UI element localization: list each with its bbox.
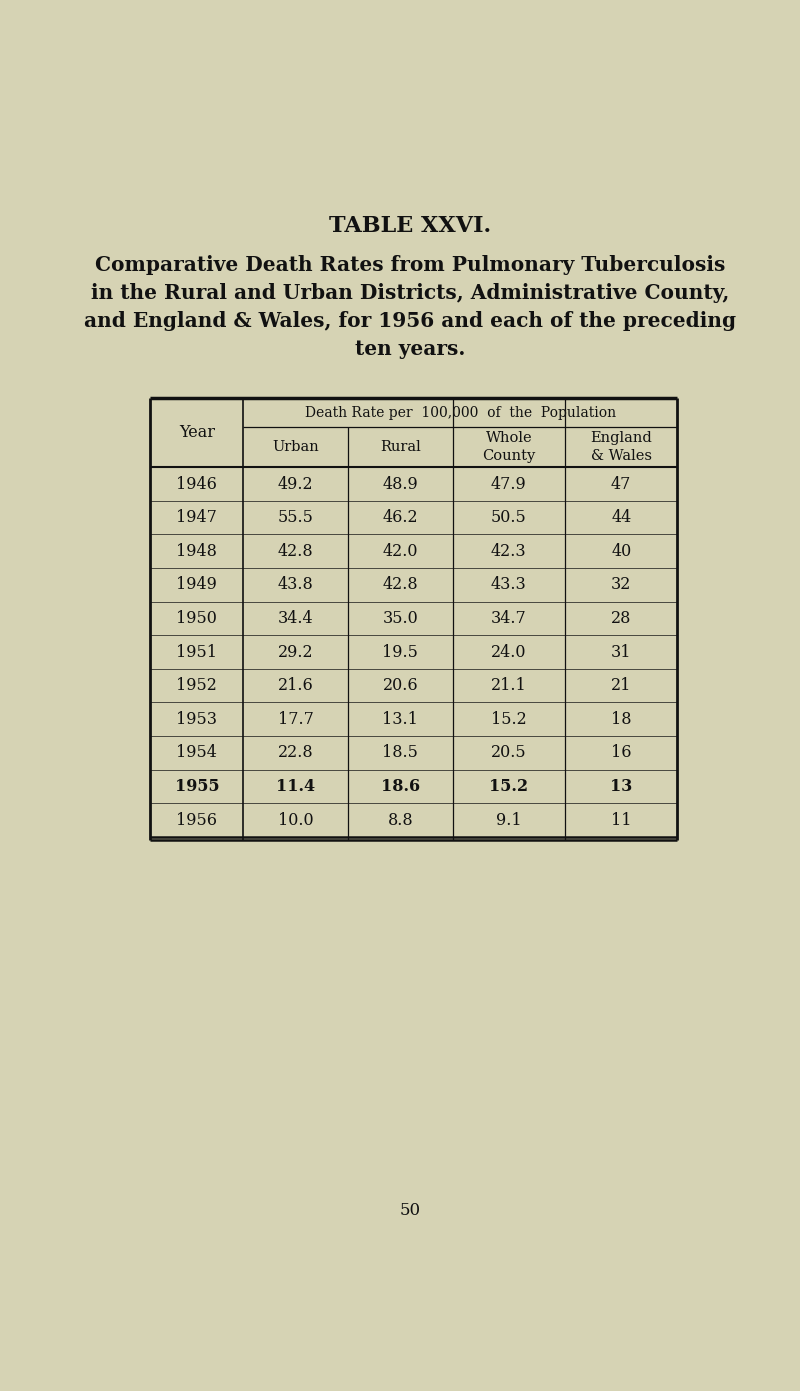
Text: 44: 44 — [611, 509, 631, 526]
Text: 1948: 1948 — [177, 542, 218, 559]
Text: 15.2: 15.2 — [491, 711, 526, 727]
Text: 13.1: 13.1 — [382, 711, 418, 727]
Text: 10.0: 10.0 — [278, 811, 314, 829]
Text: 1954: 1954 — [177, 744, 218, 761]
Text: TABLE XXVI.: TABLE XXVI. — [329, 214, 491, 236]
Text: 1951: 1951 — [176, 644, 218, 661]
Text: 1953: 1953 — [176, 711, 218, 727]
Text: Death Rate per  100,000  of  the  Population: Death Rate per 100,000 of the Population — [305, 406, 616, 420]
Text: in the Rural and Urban Districts, Administrative County,: in the Rural and Urban Districts, Admini… — [91, 284, 729, 303]
Text: 28: 28 — [611, 609, 631, 627]
Text: 9.1: 9.1 — [496, 811, 522, 829]
Text: 21.1: 21.1 — [491, 677, 526, 694]
Text: 11.4: 11.4 — [276, 778, 315, 794]
Text: 20.6: 20.6 — [382, 677, 418, 694]
Text: Whole
County: Whole County — [482, 431, 535, 463]
Text: Comparative Death Rates from Pulmonary Tuberculosis: Comparative Death Rates from Pulmonary T… — [95, 256, 725, 275]
Text: 18.5: 18.5 — [382, 744, 418, 761]
Text: 1949: 1949 — [177, 576, 218, 594]
Text: 42.3: 42.3 — [491, 542, 526, 559]
Text: 20.5: 20.5 — [491, 744, 526, 761]
Text: 21: 21 — [611, 677, 631, 694]
Text: 34.7: 34.7 — [491, 609, 526, 627]
Text: and England & Wales, for 1956 and each of the preceding: and England & Wales, for 1956 and each o… — [84, 312, 736, 331]
Text: 8.8: 8.8 — [387, 811, 413, 829]
Text: 19.5: 19.5 — [382, 644, 418, 661]
Text: 55.5: 55.5 — [278, 509, 314, 526]
Text: 1950: 1950 — [177, 609, 218, 627]
Text: 15.2: 15.2 — [490, 778, 528, 794]
Text: 43.3: 43.3 — [491, 576, 526, 594]
Text: 48.9: 48.9 — [382, 476, 418, 492]
Text: 32: 32 — [611, 576, 631, 594]
Text: 40: 40 — [611, 542, 631, 559]
Text: 1946: 1946 — [177, 476, 218, 492]
Text: 1947: 1947 — [177, 509, 218, 526]
Text: ten years.: ten years. — [355, 338, 465, 359]
Text: 31: 31 — [611, 644, 631, 661]
Text: 29.2: 29.2 — [278, 644, 314, 661]
Text: 34.4: 34.4 — [278, 609, 314, 627]
Text: 1955: 1955 — [174, 778, 219, 794]
Text: 47.9: 47.9 — [491, 476, 526, 492]
Text: Urban: Urban — [272, 440, 319, 455]
Text: 21.6: 21.6 — [278, 677, 314, 694]
Text: Year: Year — [179, 424, 215, 441]
Text: 46.2: 46.2 — [382, 509, 418, 526]
Text: 17.7: 17.7 — [278, 711, 314, 727]
Text: 16: 16 — [611, 744, 631, 761]
Text: 47: 47 — [611, 476, 631, 492]
Text: 43.8: 43.8 — [278, 576, 314, 594]
Text: 42.8: 42.8 — [382, 576, 418, 594]
Text: 35.0: 35.0 — [382, 609, 418, 627]
Text: 11: 11 — [611, 811, 631, 829]
Text: 50: 50 — [399, 1202, 421, 1219]
Text: 1956: 1956 — [176, 811, 218, 829]
Text: 22.8: 22.8 — [278, 744, 314, 761]
Text: 13: 13 — [610, 778, 632, 794]
Text: Rural: Rural — [380, 440, 421, 455]
Text: England
& Wales: England & Wales — [590, 431, 652, 463]
Text: 42.0: 42.0 — [382, 542, 418, 559]
Text: 50.5: 50.5 — [491, 509, 526, 526]
Text: 18.6: 18.6 — [381, 778, 420, 794]
Text: 24.0: 24.0 — [491, 644, 526, 661]
Text: 18: 18 — [611, 711, 631, 727]
Text: 49.2: 49.2 — [278, 476, 314, 492]
Text: 42.8: 42.8 — [278, 542, 314, 559]
Text: 1952: 1952 — [177, 677, 218, 694]
